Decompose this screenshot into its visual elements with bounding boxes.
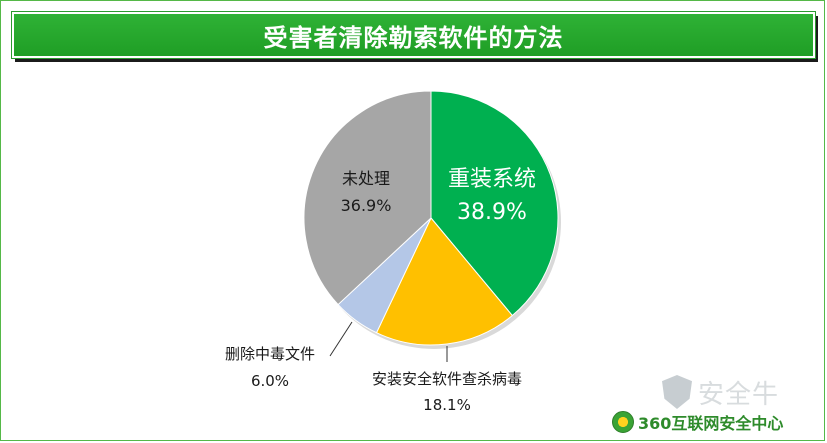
label-untreated: 未处理 36.9%: [330, 165, 402, 219]
360-logo-icon: [612, 411, 634, 433]
pie-slice-1: [375, 217, 514, 346]
label-reinstall-system: 重装系统 38.9%: [436, 163, 548, 229]
shield-icon: [662, 375, 692, 409]
slice-value: 38.9%: [457, 200, 527, 225]
leader-line-delete: [329, 321, 353, 357]
slice-value: 36.9%: [340, 196, 392, 215]
slice-name: 删除中毒文件: [224, 345, 315, 363]
slice-name: 重装系统: [447, 167, 536, 192]
slice-name: 安装安全软件查杀病毒: [371, 370, 522, 388]
logo-text: 360互联网安全中心: [638, 414, 784, 433]
slice-value: 6.0%: [250, 372, 290, 390]
watermark: 安全牛: [662, 372, 822, 412]
chart-title: 受害者清除勒索软件的方法: [263, 23, 564, 52]
label-delete-infected-files: 删除中毒文件 6.0%: [222, 341, 318, 395]
title-bar: 受害者清除勒索软件的方法: [11, 11, 816, 59]
pie-slice-0: [430, 90, 559, 317]
watermark-text: 安全牛: [698, 379, 780, 410]
slice-value: 18.1%: [423, 396, 471, 414]
label-install-antivirus: 安装安全软件查杀病毒 18.1%: [352, 366, 542, 418]
slice-name: 未处理: [341, 169, 390, 188]
source-logo: 360互联网安全中心: [612, 410, 783, 434]
pie-slice-3: [303, 90, 432, 306]
